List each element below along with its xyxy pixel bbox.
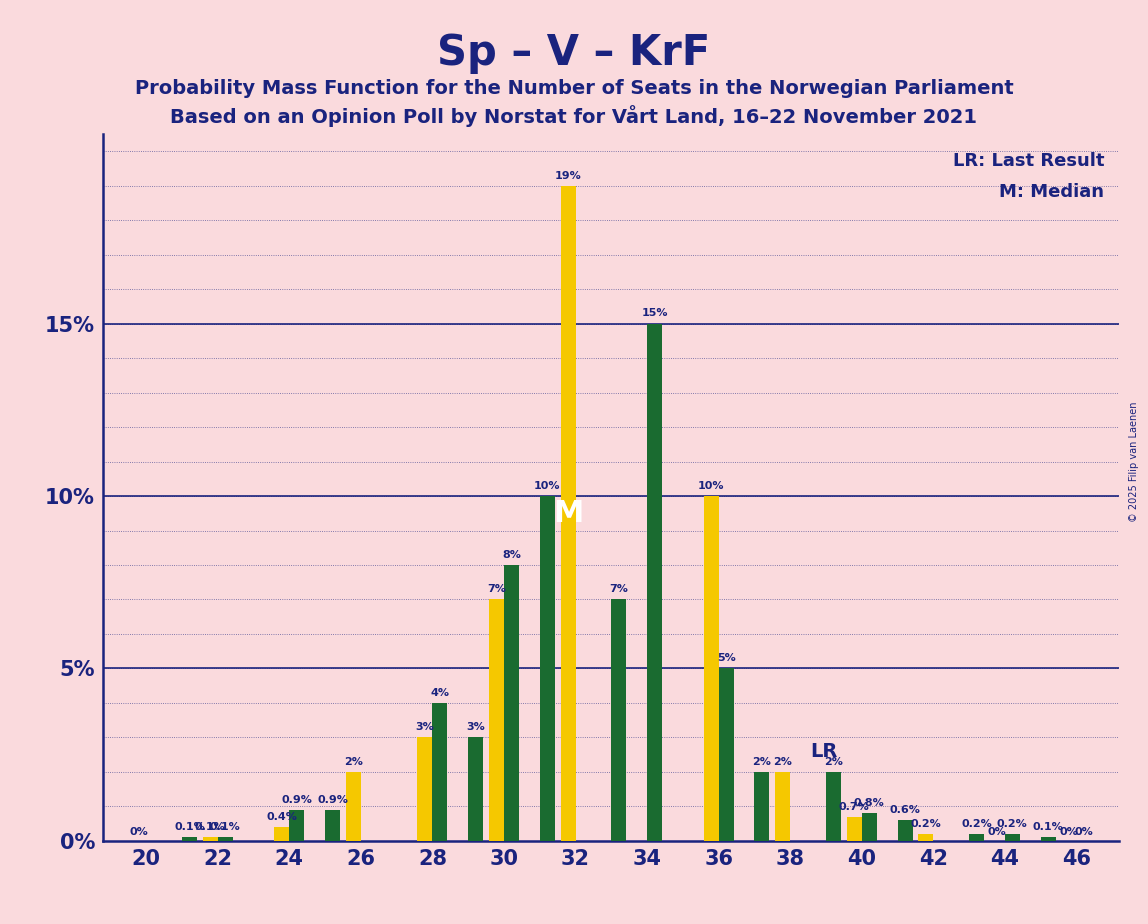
Bar <box>346 772 360 841</box>
Text: 2%: 2% <box>774 757 792 767</box>
Text: 0%: 0% <box>1060 827 1078 837</box>
Text: 0.1%: 0.1% <box>195 822 226 833</box>
Bar <box>289 809 304 841</box>
Text: 2%: 2% <box>752 757 771 767</box>
Bar <box>1004 834 1019 841</box>
Text: 0.9%: 0.9% <box>281 795 312 805</box>
Text: 0.1%: 0.1% <box>210 822 241 833</box>
Text: M: M <box>553 499 583 528</box>
Text: LR: Last Result: LR: Last Result <box>953 152 1104 170</box>
Text: 0.4%: 0.4% <box>266 812 297 821</box>
Bar <box>560 186 575 841</box>
Text: 0.7%: 0.7% <box>839 801 869 811</box>
Text: 7%: 7% <box>610 584 628 594</box>
Text: LR: LR <box>809 742 837 760</box>
Bar <box>203 837 218 841</box>
Bar <box>969 834 984 841</box>
Bar <box>754 772 769 841</box>
Text: 7%: 7% <box>487 584 506 594</box>
Bar <box>325 809 340 841</box>
Text: 0.8%: 0.8% <box>854 798 885 808</box>
Bar <box>862 813 877 841</box>
Bar <box>847 817 862 841</box>
Bar <box>1040 837 1056 841</box>
Text: 15%: 15% <box>642 309 668 319</box>
Text: 0%: 0% <box>1075 827 1093 837</box>
Text: M: Median: M: Median <box>999 184 1104 201</box>
Bar <box>183 837 197 841</box>
Bar <box>898 821 913 841</box>
Text: 10%: 10% <box>534 480 560 491</box>
Bar <box>704 496 719 841</box>
Text: 0%: 0% <box>130 827 148 837</box>
Bar <box>218 837 233 841</box>
Bar <box>489 600 504 841</box>
Text: 0.1%: 0.1% <box>1033 822 1063 833</box>
Text: 0.2%: 0.2% <box>996 819 1027 829</box>
Text: 0.9%: 0.9% <box>317 795 348 805</box>
Text: 3%: 3% <box>466 723 486 732</box>
Text: 0.1%: 0.1% <box>174 822 204 833</box>
Bar <box>611 600 627 841</box>
Bar <box>918 834 933 841</box>
Text: 0%: 0% <box>988 827 1007 837</box>
Bar <box>775 772 790 841</box>
Bar <box>825 772 841 841</box>
Text: 0.2%: 0.2% <box>961 819 992 829</box>
Bar <box>274 827 289 841</box>
Text: 2%: 2% <box>344 757 363 767</box>
Text: 19%: 19% <box>554 171 581 180</box>
Text: Based on an Opinion Poll by Norstat for Vårt Land, 16–22 November 2021: Based on an Opinion Poll by Norstat for … <box>171 105 977 128</box>
Bar <box>468 737 483 841</box>
Bar <box>647 323 662 841</box>
Bar <box>540 496 554 841</box>
Text: 3%: 3% <box>416 723 434 732</box>
Text: 0.6%: 0.6% <box>890 805 921 815</box>
Bar <box>719 668 734 841</box>
Text: 2%: 2% <box>824 757 843 767</box>
Text: 0.2%: 0.2% <box>910 819 941 829</box>
Text: 10%: 10% <box>698 480 724 491</box>
Text: 8%: 8% <box>502 550 521 560</box>
Text: © 2025 Filip van Laenen: © 2025 Filip van Laenen <box>1128 402 1139 522</box>
Bar <box>433 703 448 841</box>
Text: Sp – V – KrF: Sp – V – KrF <box>437 32 711 74</box>
Text: 5%: 5% <box>716 653 736 663</box>
Bar <box>504 565 519 841</box>
Text: 4%: 4% <box>430 687 450 698</box>
Text: Probability Mass Function for the Number of Seats in the Norwegian Parliament: Probability Mass Function for the Number… <box>134 79 1014 98</box>
Bar <box>418 737 433 841</box>
